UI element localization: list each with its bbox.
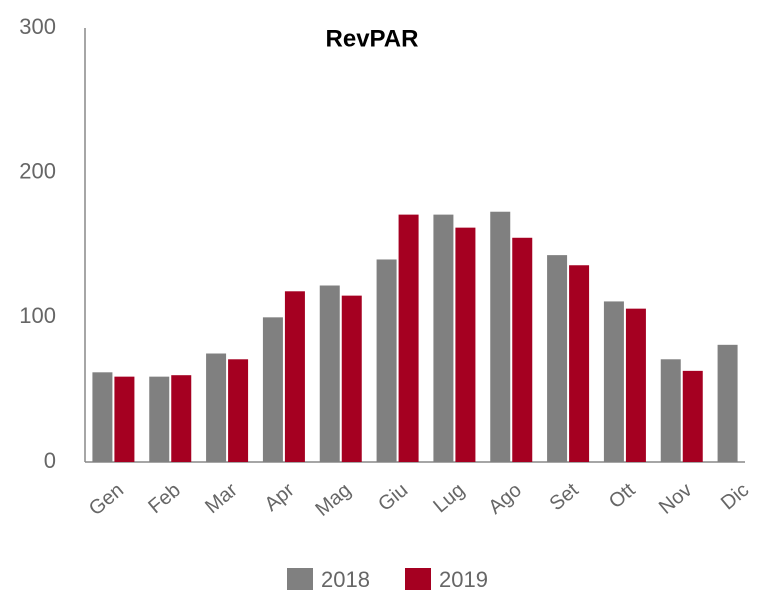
x-tick-label: Set — [546, 479, 583, 515]
x-tick-label: Apr — [261, 479, 299, 516]
bar — [206, 353, 227, 462]
x-tick-label: Mar — [201, 479, 242, 518]
bar — [682, 370, 703, 462]
legend-swatch — [287, 568, 313, 590]
bar — [433, 214, 454, 462]
y-tick-label: 0 — [44, 448, 56, 473]
bar — [149, 376, 170, 462]
legend-label: 2018 — [321, 567, 370, 590]
x-tick-label: Dic — [717, 479, 753, 514]
bar — [603, 301, 624, 462]
bar — [547, 255, 568, 462]
bar — [376, 259, 397, 462]
x-tick-label: Giu — [374, 479, 412, 516]
bar — [625, 308, 646, 462]
bar — [319, 285, 340, 462]
y-tick-label: 200 — [19, 158, 56, 183]
x-tick-label: Mag — [311, 479, 355, 521]
bar — [114, 376, 135, 462]
x-tick-label: Ago — [484, 479, 525, 519]
x-tick-label: Lug — [429, 479, 469, 517]
bar — [490, 211, 511, 462]
bar — [171, 375, 192, 462]
legend-swatch — [405, 568, 431, 590]
bar — [92, 372, 113, 462]
bar — [228, 359, 249, 462]
y-tick-label: 300 — [19, 14, 56, 39]
x-tick-label: Nov — [655, 479, 696, 519]
bar — [717, 344, 738, 462]
bar — [455, 227, 476, 462]
legend-label: 2019 — [439, 567, 488, 590]
bar — [341, 295, 362, 462]
chart-title: RevPAR — [326, 25, 419, 52]
bar — [660, 359, 681, 462]
bar — [262, 317, 283, 462]
bar — [398, 214, 419, 462]
bar — [284, 291, 305, 462]
x-tick-label: Gen — [85, 479, 128, 520]
bar — [569, 265, 590, 462]
x-tick-label: Feb — [144, 479, 185, 518]
bar — [512, 237, 533, 462]
y-tick-label: 100 — [19, 303, 56, 328]
x-tick-label: Ott — [605, 479, 640, 513]
